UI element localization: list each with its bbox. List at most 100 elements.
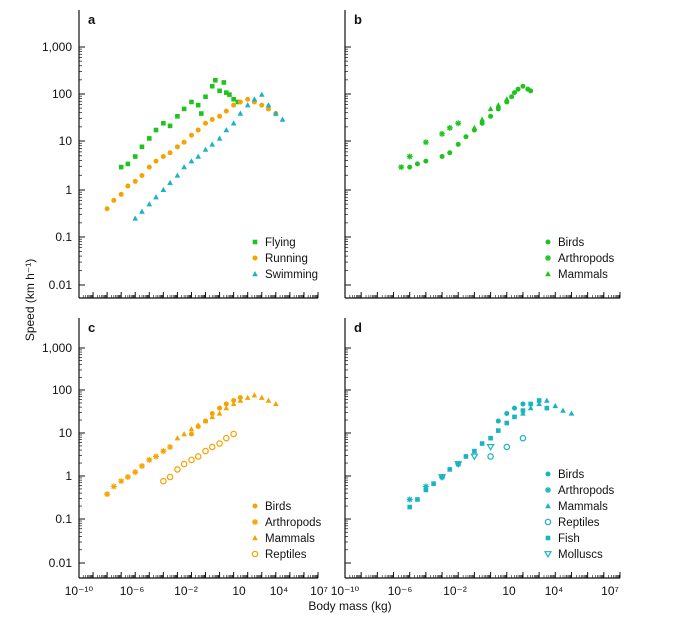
- data-point: [203, 120, 209, 126]
- data-point: [223, 108, 229, 114]
- data-point: [181, 164, 187, 170]
- series-birds: [495, 401, 526, 424]
- x-axis-title: Body mass (kg): [308, 599, 391, 613]
- y-tick-label: 100: [52, 383, 72, 397]
- data-point: [146, 164, 152, 170]
- legend-label: Reptiles: [265, 549, 307, 561]
- data-point: [153, 453, 160, 460]
- data-point: [407, 504, 413, 510]
- data-point: [439, 130, 446, 137]
- data-point: [153, 127, 159, 133]
- data-point: [111, 197, 117, 203]
- data-point: [124, 474, 131, 480]
- panel-d: d 10⁻¹⁰ 10⁻⁶ 10⁻² 10 10⁴ 10⁷ Birds Arthropods Mam…: [331, 318, 621, 598]
- panels: a 0.01 0.1 1 10 100 1,000 Flying Running Swimming…: [42, 10, 621, 598]
- legend-marker: [545, 239, 551, 245]
- legend-label: Birds: [558, 469, 584, 481]
- panel-label-b: b: [354, 12, 362, 27]
- x-tick-label: 10⁴: [545, 584, 564, 598]
- data-point: [527, 405, 534, 411]
- data-point: [223, 405, 230, 411]
- series-birds: [188, 395, 243, 437]
- data-point: [181, 106, 187, 112]
- series-arthropods: [104, 443, 174, 498]
- data-point: [273, 400, 279, 407]
- y-tick-label: 1: [65, 469, 72, 483]
- data-point: [422, 483, 429, 490]
- data-point: [265, 397, 272, 403]
- data-point: [160, 154, 166, 160]
- data-point: [479, 120, 485, 126]
- data-point: [209, 413, 216, 420]
- series-swimming: [132, 91, 286, 221]
- data-point: [245, 96, 251, 102]
- data-point: [237, 99, 243, 105]
- data-point: [146, 201, 153, 207]
- legend-b: Birds Arthropods Mammals: [545, 237, 615, 281]
- data-point: [479, 441, 485, 446]
- data-point: [463, 134, 469, 140]
- data-point: [544, 397, 550, 403]
- x-tick-label: 10⁷: [601, 584, 619, 598]
- data-point: [520, 401, 526, 407]
- data-point: [244, 394, 251, 400]
- data-point: [166, 473, 174, 481]
- data-point: [487, 105, 494, 112]
- data-point: [515, 86, 521, 92]
- data-point: [139, 208, 145, 214]
- y-tick-label: 1: [65, 183, 72, 197]
- legend-marker: [252, 239, 258, 245]
- legend-a: Flying Running Swimming: [252, 237, 318, 281]
- panel-b: b Birds Arthropods Mammals: [344, 10, 621, 299]
- legend-label: Mammals: [558, 269, 608, 281]
- data-point: [217, 405, 223, 411]
- data-point: [439, 154, 445, 160]
- data-point: [167, 443, 174, 450]
- data-point: [174, 466, 181, 473]
- legend-label: Reptiles: [558, 517, 600, 529]
- data-point: [167, 150, 173, 156]
- data-point: [216, 135, 223, 141]
- data-point: [217, 113, 223, 119]
- y-tick-label: 0.1: [55, 512, 72, 526]
- legend-label: Fish: [558, 533, 580, 545]
- data-point: [209, 141, 216, 147]
- data-point: [104, 206, 110, 212]
- data-point: [118, 191, 124, 197]
- panel-a: a 0.01 0.1 1 10 100 1,000 Flying Running Swimming: [42, 10, 319, 299]
- legend-marker: [545, 271, 551, 277]
- legend-marker: [545, 535, 551, 541]
- data-point: [209, 116, 215, 122]
- legend-marker: [543, 551, 553, 558]
- data-point: [160, 186, 167, 192]
- series-reptiles: [160, 430, 237, 485]
- data-point: [504, 420, 510, 426]
- data-point: [180, 460, 188, 468]
- x-tick-label: 10: [502, 584, 516, 598]
- legend-label: Mammals: [558, 501, 608, 513]
- data-point: [454, 461, 463, 469]
- data-point: [132, 178, 138, 184]
- data-point: [495, 418, 501, 424]
- series-molluscs: [438, 444, 495, 481]
- data-point: [439, 474, 445, 480]
- data-point: [520, 410, 526, 416]
- data-point: [132, 469, 139, 476]
- data-point: [216, 440, 223, 447]
- data-point: [487, 453, 494, 460]
- x-tick-label: 10⁻⁶: [120, 584, 145, 598]
- data-point: [509, 94, 515, 100]
- data-point: [486, 444, 495, 451]
- data-point: [195, 127, 201, 133]
- x-tick-label: 10⁻²: [443, 584, 467, 598]
- data-point: [153, 158, 159, 164]
- data-point: [227, 92, 232, 97]
- data-point: [230, 430, 237, 438]
- data-point: [139, 144, 145, 150]
- data-point: [265, 106, 271, 112]
- series-mammals: [471, 96, 510, 131]
- data-point: [528, 88, 534, 94]
- data-point: [202, 447, 209, 455]
- data-point: [181, 431, 187, 437]
- data-point: [222, 434, 230, 442]
